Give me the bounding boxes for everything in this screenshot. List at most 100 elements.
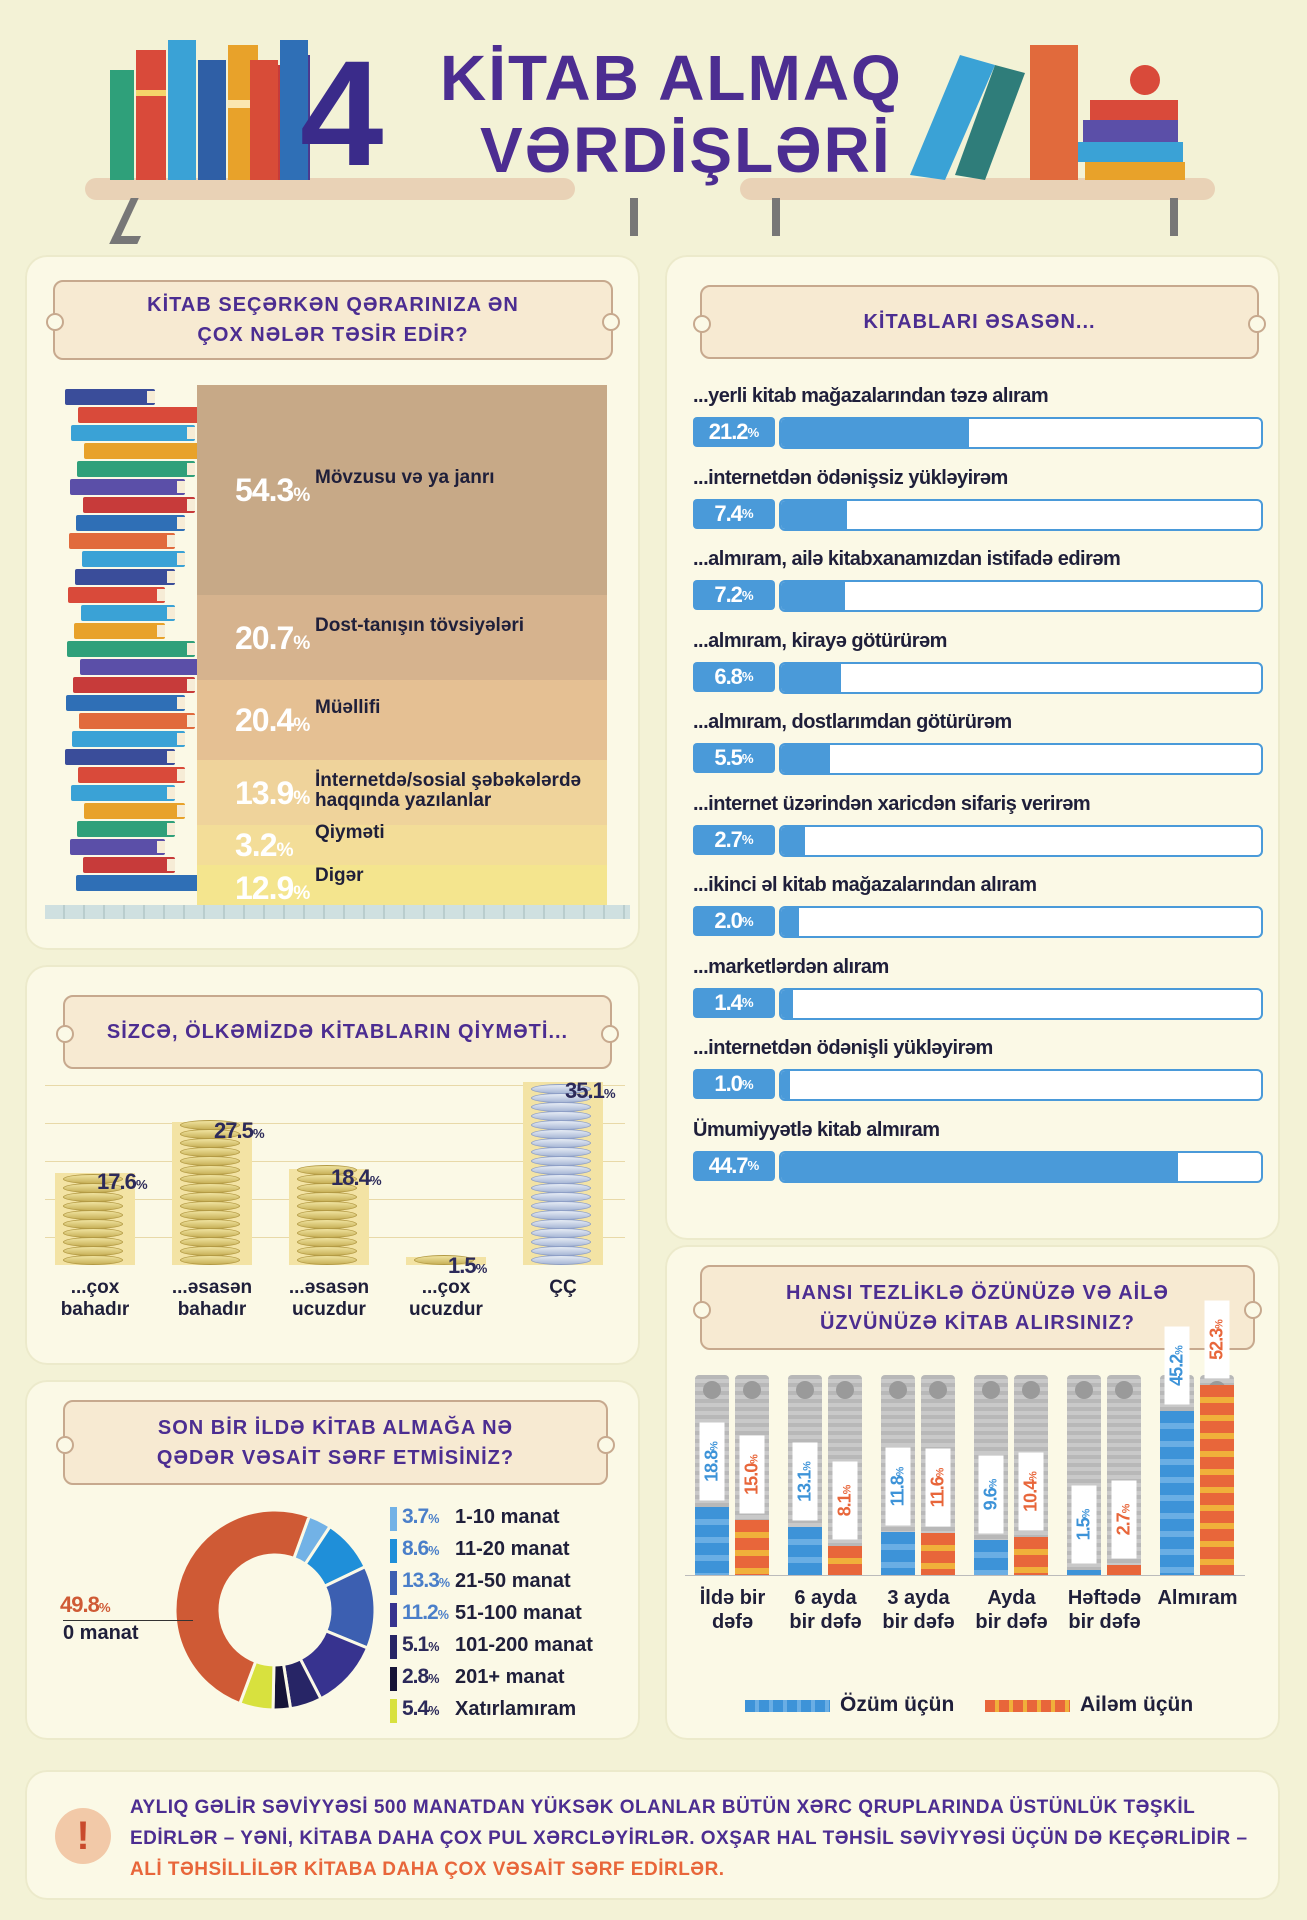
freq-cap-icon bbox=[1075, 1381, 1093, 1399]
legend-swatch bbox=[390, 1699, 397, 1723]
price-label: bahadır bbox=[60, 1299, 130, 1320]
sources-title: KİTABLARI ƏSASƏN... bbox=[693, 285, 1266, 359]
source-value: 1.4 bbox=[714, 989, 743, 1015]
source-label: ...internetdən ödənişsiz yükləyirəm bbox=[693, 466, 1008, 489]
legend-swatch bbox=[390, 1507, 397, 1531]
coin-icon bbox=[297, 1219, 357, 1229]
legend-family-swatch bbox=[985, 1700, 1070, 1712]
stack-book-pages bbox=[167, 787, 175, 799]
ruler bbox=[45, 905, 630, 919]
freq-value-number: 45.2 bbox=[1166, 1354, 1187, 1386]
spend-label: 1-10 manat bbox=[455, 1506, 560, 1528]
coin-icon bbox=[63, 1219, 123, 1229]
source-label: Ümumiyyətlə kitab almıram bbox=[693, 1118, 940, 1141]
stack-book bbox=[65, 389, 155, 405]
source-badge: 7.4% bbox=[693, 498, 775, 529]
source-value: 44.7 bbox=[708, 1152, 749, 1178]
coin-icon bbox=[531, 1111, 591, 1121]
source-label: ...yerli kitab mağazalarından təzə alıra… bbox=[693, 385, 1049, 407]
spend-title: SON BİR İLDƏ KİTAB ALMAĞA NƏ QƏDƏR VƏSAİ… bbox=[56, 1400, 615, 1485]
zero-value: 49.8% bbox=[60, 1592, 111, 1617]
source-label: ...almıram, kirayə götürürəm bbox=[693, 629, 947, 652]
price-value-number: 27.5 bbox=[214, 1118, 254, 1143]
source-track bbox=[779, 1069, 1263, 1101]
source-row: ...almıram, dostlarımdan götürürəm 5.5% bbox=[693, 711, 1263, 791]
influence-row: 12.9% Digər bbox=[197, 865, 607, 910]
source-badge: 21.2% bbox=[693, 417, 775, 447]
source-label: ...ikinci əl kitab mağazalarından alıram bbox=[693, 874, 1037, 896]
source-fill bbox=[781, 1152, 1178, 1181]
coin-icon bbox=[180, 1183, 240, 1193]
spend-label: 51-100 manat bbox=[455, 1602, 582, 1624]
influence-row: 20.4% Müəllifi bbox=[197, 680, 607, 760]
price-value-number: 1.5 bbox=[448, 1253, 477, 1279]
percent-sign: % bbox=[438, 1576, 451, 1590]
influence-value: 20.4% bbox=[235, 702, 310, 739]
stack-book-pages bbox=[157, 589, 165, 601]
percent-sign: % bbox=[293, 715, 311, 736]
spend-value-number: 8.6 bbox=[402, 1537, 429, 1560]
coin-icon bbox=[297, 1192, 357, 1202]
freq-value-number: 1.5 bbox=[1073, 1517, 1094, 1540]
freq-label: bir dəfə bbox=[1068, 1611, 1141, 1633]
source-badge: 7.2% bbox=[693, 580, 775, 610]
stack-book bbox=[78, 767, 185, 783]
coin-icon bbox=[531, 1084, 591, 1094]
gridline bbox=[45, 1161, 625, 1162]
influence-card: KİTAB SEÇƏRKƏN QƏRARINIZA ƏN ÇOX NƏLƏR T… bbox=[25, 255, 640, 950]
stack-book-pages bbox=[167, 859, 175, 871]
stack-book-pages bbox=[177, 733, 185, 745]
stack-book-pages bbox=[187, 715, 195, 727]
percent-sign: % bbox=[135, 1177, 148, 1193]
legend-swatch bbox=[390, 1539, 397, 1563]
source-track bbox=[779, 987, 1263, 1020]
freq-fill bbox=[921, 1532, 955, 1575]
influence-value-number: 20.7 bbox=[235, 619, 294, 656]
page-title-line2: VƏRDİŞLƏRİ bbox=[480, 114, 892, 186]
influence-label: Dost-tanışın tövsiyələri bbox=[315, 614, 525, 636]
influence-title: KİTAB SEÇƏRKƏN QƏRARINIZA ƏN ÇOX NƏLƏR T… bbox=[46, 280, 620, 360]
coin-icon bbox=[63, 1237, 123, 1247]
freq-cap-icon bbox=[889, 1381, 907, 1399]
coin-icon bbox=[63, 1201, 123, 1211]
source-label: ...almıram, ailə kitabxanamızdan istifad… bbox=[693, 548, 1121, 570]
influence-value-number: 12.9 bbox=[235, 869, 294, 906]
freq-value-number: 11.8 bbox=[887, 1476, 908, 1507]
stack-book bbox=[76, 515, 185, 531]
freq-label: 3 ayda bbox=[887, 1587, 950, 1609]
header: 4 KİTAB ALMAQ VƏRDİŞLƏRİ bbox=[0, 0, 1307, 250]
stack-book bbox=[82, 551, 185, 567]
percent-sign: % bbox=[437, 1608, 449, 1622]
freq-cap-icon bbox=[929, 1381, 947, 1399]
spend-value-number: 3.7 bbox=[402, 1505, 429, 1528]
influence-value: 3.2% bbox=[235, 827, 294, 864]
freq-value: 11.8% bbox=[885, 1447, 911, 1526]
freq-value: 9.6% bbox=[978, 1455, 1004, 1534]
freq-label: 6 ayda bbox=[794, 1587, 857, 1609]
source-badge: 1.4% bbox=[693, 987, 775, 1018]
coin-icon bbox=[63, 1210, 123, 1220]
coin-icon bbox=[531, 1255, 591, 1265]
books-left2-icon bbox=[250, 40, 308, 180]
freq-cap-icon bbox=[796, 1381, 814, 1399]
freq-fill bbox=[1067, 1569, 1101, 1575]
freq-value: 11.6% bbox=[925, 1448, 951, 1527]
source-badge: 2.7% bbox=[693, 824, 775, 855]
freq-label: Həftədə bbox=[1067, 1587, 1142, 1609]
source-row: ...almıram, kirayə götürürəm 6.8% bbox=[693, 630, 1263, 710]
stack-book bbox=[73, 677, 195, 693]
coin-icon bbox=[180, 1174, 240, 1184]
source-value: 2.7 bbox=[714, 826, 743, 852]
percent-sign: % bbox=[428, 1512, 440, 1526]
influence-label: Qiyməti bbox=[315, 822, 385, 843]
price-value: 18.4% bbox=[331, 1165, 382, 1191]
stack-book-pages bbox=[167, 607, 175, 619]
price-value: 27.5% bbox=[214, 1118, 265, 1144]
freq-fill bbox=[735, 1520, 769, 1575]
freq-value: 13.1% bbox=[792, 1442, 818, 1521]
influence-row: 54.3% Mövzusu və ya janrı bbox=[197, 385, 607, 595]
price-label: bahadır bbox=[177, 1299, 247, 1320]
freq-fill bbox=[1160, 1410, 1194, 1575]
stack-book bbox=[80, 659, 205, 675]
influence-label: İnternetdə/sosial şəbəkələrdə haqqında y… bbox=[315, 769, 582, 811]
